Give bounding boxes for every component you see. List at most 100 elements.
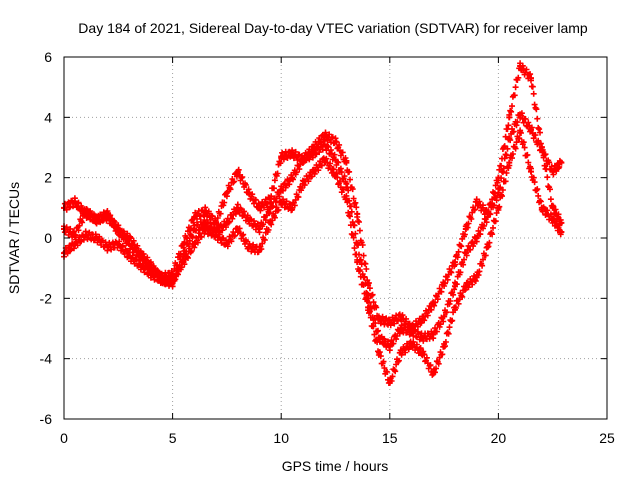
data-point [137,262,144,269]
data-point [343,180,350,187]
data-point [223,219,230,226]
data-point [419,316,426,323]
data-point [137,250,144,257]
x-tick-label: 15 [382,430,398,446]
data-point [495,204,502,211]
data-point [397,325,404,332]
data-point [158,277,165,284]
data-point [191,241,198,248]
data-point [115,228,122,235]
data-point [441,343,448,350]
data-point [375,316,382,323]
data-point [549,168,556,175]
data-point [245,244,252,251]
data-point [462,283,469,290]
data-point [549,216,556,223]
data-point [517,129,524,136]
data-point [558,228,565,235]
data-point [549,204,556,211]
y-tick-label: -6 [40,411,53,427]
data-point [473,235,480,241]
y-tick-label: -4 [40,351,53,367]
data-point [289,204,296,211]
data-point [408,328,415,335]
data-point [506,159,513,166]
data-point [202,225,209,232]
data-point [538,147,545,154]
axis-ticks: 0 5 10 15 20 25 -6 -4 -2 0 2 4 6 [40,49,615,446]
data-point [299,180,306,187]
data-point [354,210,361,217]
data-point [365,304,372,311]
data-point [462,250,469,257]
data-point [386,319,393,326]
data-point [278,153,285,160]
data-point [441,280,448,287]
data-point [126,235,133,241]
data-point [419,349,426,356]
data-point [473,198,480,205]
data-point [430,301,437,308]
data-point [310,168,317,175]
data-point [441,313,448,320]
x-tick-label: 5 [169,430,177,446]
data-point [354,259,361,266]
data-point [517,111,524,118]
data-point [202,219,209,226]
data-point [332,156,339,163]
y-tick-label: 2 [44,170,52,186]
data-point [386,379,393,386]
y-tick-label: 4 [44,109,52,125]
data-point [223,189,230,196]
data-point [321,132,328,139]
x-tick-label: 25 [599,430,615,446]
data-point [473,274,480,281]
data-point [213,231,220,238]
data-point [321,141,328,148]
data-point [310,150,317,157]
data-point [527,126,534,133]
data-point [213,219,220,226]
data-point [82,231,89,238]
data-point [332,171,339,178]
data-point [245,189,252,196]
data-point [538,204,545,211]
data-point [332,138,339,145]
data-point [93,216,100,223]
data-point [234,204,241,211]
data-point [375,349,382,356]
data-point [451,283,458,290]
data-point [343,195,350,202]
data-point [93,235,100,241]
data-point [506,114,513,121]
x-tick-label: 0 [60,430,68,446]
data-point [451,259,458,266]
y-tick-label: -2 [40,290,53,306]
data-point [278,198,285,205]
data-point [289,174,296,181]
data-point [234,168,241,175]
y-axis-label: SDTVAR / TECUs [6,182,22,294]
data-point [169,277,176,284]
y-tick-label: 6 [44,49,52,65]
x-tick-label: 10 [273,430,289,446]
y-tick-label: 0 [44,230,52,246]
data-point [71,231,78,238]
data-point [386,343,393,350]
data-point [397,313,404,320]
data-point [484,244,491,251]
data-point [71,198,78,205]
data-point [462,225,469,232]
data-point [71,241,78,248]
data-point [245,216,252,223]
data-point [191,213,198,220]
x-tick-label: 20 [491,430,507,446]
data-point [517,63,524,70]
data-point [147,262,154,269]
data-point [180,259,187,266]
series-track-c [61,127,565,386]
data-point [191,225,198,232]
data-point [408,340,415,347]
data-point [267,219,274,226]
